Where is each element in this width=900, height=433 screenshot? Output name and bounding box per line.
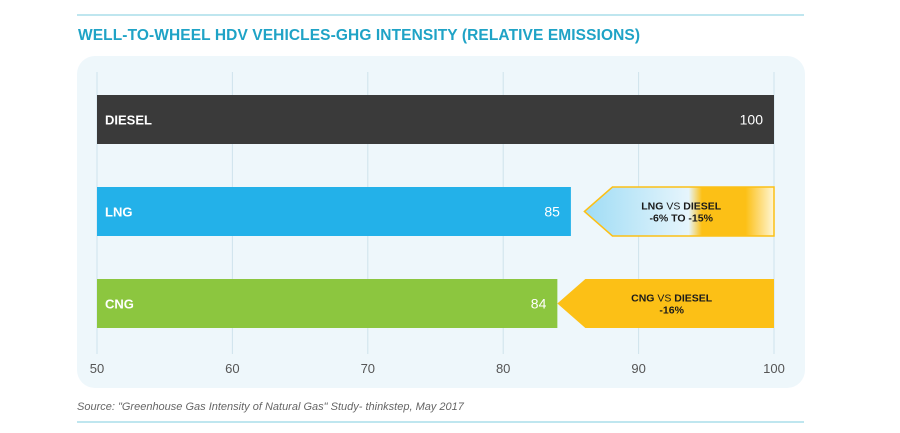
x-tick-label: 100 (763, 361, 785, 376)
chart-title: WELL-TO-WHEEL HDV VEHICLES-GHG INTENSITY… (78, 27, 641, 44)
category-label-diesel: DIESEL (105, 113, 152, 128)
source-note: Source: "Greenhouse Gas Intensity of Nat… (77, 401, 464, 413)
value-label-diesel: 100 (740, 112, 764, 128)
x-tick-label: 90 (631, 361, 645, 376)
comparison-change-cng: -16% (659, 305, 684, 317)
x-tick-label: 80 (496, 361, 510, 376)
category-label-lng: LNG (105, 205, 132, 220)
comparison-arrow-lng (583, 186, 775, 237)
comparison-arrow-cng (557, 279, 774, 328)
value-label-cng: 84 (531, 296, 547, 312)
value-label-lng: 85 (544, 204, 560, 220)
comparison-change-lng: -6% TO -15% (650, 213, 714, 225)
x-tick-label: 50 (90, 361, 104, 376)
x-tick-label: 60 (225, 361, 239, 376)
bar-cng (97, 279, 558, 328)
top-divider (77, 14, 804, 16)
category-label-cng: CNG (105, 297, 134, 312)
bottom-divider (77, 421, 804, 423)
x-tick-label: 70 (361, 361, 375, 376)
bar-diesel (97, 95, 774, 144)
comparison-label-lng: LNG VS DIESEL (641, 201, 722, 213)
bar-lng (97, 187, 571, 236)
comparison-label-cng: CNG VS DIESEL (631, 293, 713, 305)
